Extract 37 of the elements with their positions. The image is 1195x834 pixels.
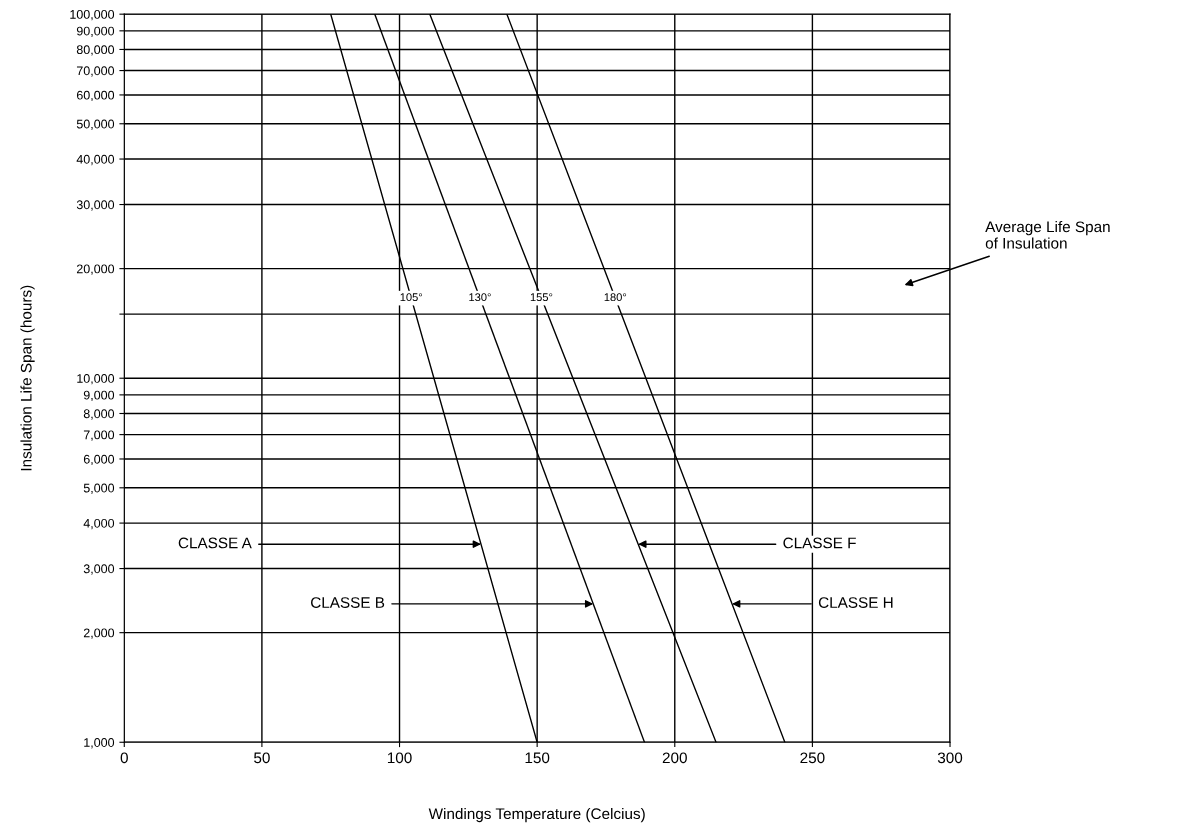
- y-tick-label: 1,000: [84, 738, 115, 749]
- x-tick-label: 200: [662, 752, 687, 764]
- y-tick-label: 6,000: [83, 454, 115, 466]
- y-tick-label: 4,000: [83, 518, 115, 530]
- x-tick-label: 100: [387, 752, 412, 764]
- x-tick-label: 250: [800, 752, 825, 764]
- series-label: 130°: [469, 293, 491, 302]
- y-tick-label: 2,000: [83, 628, 115, 639]
- y-tick-label: 90,000: [76, 26, 115, 37]
- annotation: CLASSE H: [818, 597, 893, 608]
- series-label: 105°: [400, 293, 423, 302]
- annotation: CLASSE B: [311, 597, 385, 608]
- annotation: CLASSE A: [178, 537, 252, 549]
- y-tick-label: 9,000: [83, 390, 115, 402]
- x-axis-title: Windings Temperature (Celcius): [428, 807, 645, 823]
- y-axis-title: Insulation Life Span (hours): [20, 285, 35, 471]
- x-tick-label: 300: [937, 752, 963, 764]
- y-tick-label: 70,000: [76, 66, 115, 77]
- y-tick-label: 60,000: [76, 90, 115, 102]
- series-label: 180°: [604, 293, 627, 302]
- y-tick-label: 50,000: [76, 119, 115, 130]
- y-tick-label: 30,000: [76, 200, 115, 211]
- y-tick-label: 5,000: [83, 483, 115, 494]
- y-tick-label: 3,000: [83, 564, 115, 575]
- y-tick-label: 40,000: [76, 154, 115, 166]
- y-tick-label: 80,000: [76, 45, 115, 56]
- y-tick-label: 7,000: [83, 430, 115, 441]
- text: Average Life Span of Insulation: [985, 220, 1110, 249]
- x-tick-label: 50: [254, 752, 270, 764]
- x-tick-label: 150: [525, 752, 550, 764]
- series-label: 155°: [530, 293, 553, 302]
- y-tick-label: 8,000: [83, 409, 115, 420]
- x-tick-label: 0: [120, 752, 128, 764]
- y-tick-label: 20,000: [76, 264, 115, 275]
- annotation: CLASSE F: [783, 537, 856, 549]
- y-tick-label: 10,000: [77, 374, 115, 385]
- y-tick-label: 100,000: [70, 9, 115, 21]
